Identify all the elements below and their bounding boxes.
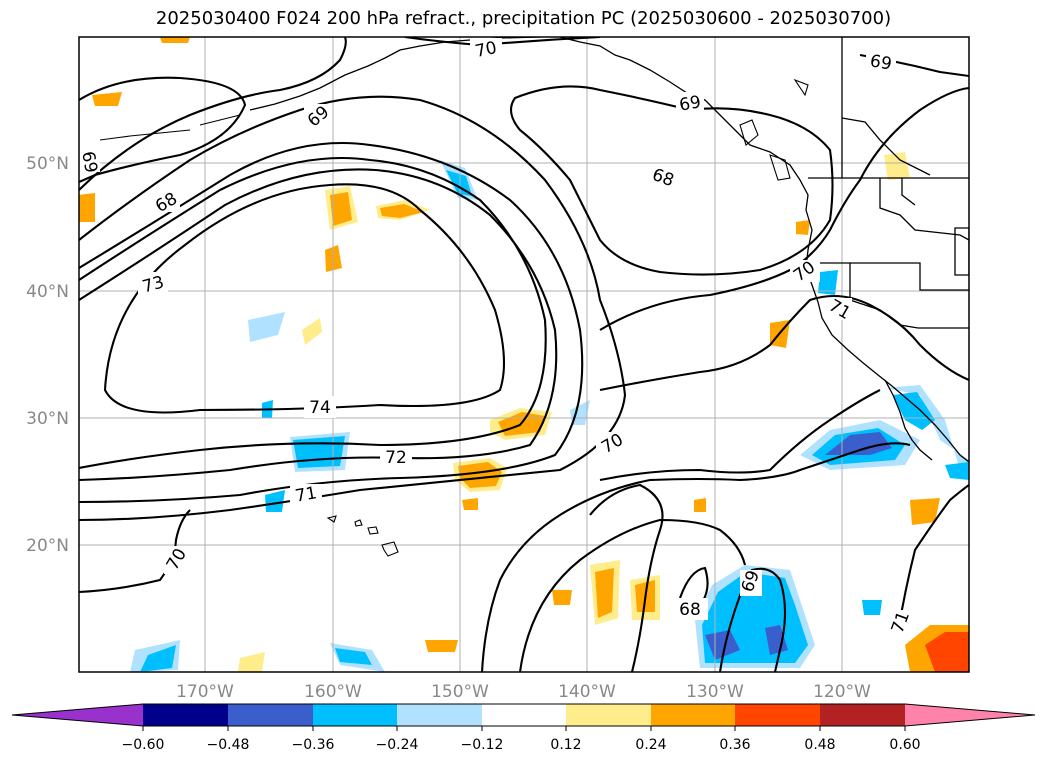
colorbar-tick-label: 0.48	[804, 737, 835, 753]
map-frame	[78, 36, 970, 673]
islands	[99, 78, 809, 557]
svg-text:69: 69	[678, 92, 703, 115]
lon-label: 120°W	[813, 682, 871, 702]
svg-text:71: 71	[294, 483, 319, 506]
map-title: 2025030400 F024 200 hPa refract., precip…	[155, 8, 892, 29]
colorbar-tick-label: −0.48	[207, 737, 250, 753]
svg-text:68: 68	[679, 600, 701, 620]
map-area	[79, 37, 969, 672]
contour-labels: 70 69 69 68 68 73 74 72 71 70 69 68 70	[77, 38, 914, 638]
lon-label: 150°W	[431, 682, 489, 702]
colorbar-segment	[651, 704, 735, 726]
lat-label: 40°N	[26, 282, 69, 302]
colorbar: −0.60 −0.48 −0.36 −0.24 −0.12 0.12 0.24 …	[11, 703, 1036, 753]
colorbar-tick-label: 0.12	[550, 737, 581, 753]
svg-text:70: 70	[473, 38, 498, 62]
colorbar-tick-label: −0.36	[292, 737, 335, 753]
colorbar-tick-label: 0.36	[719, 737, 750, 753]
lon-label: 160°W	[304, 682, 362, 702]
colorbar-segment	[397, 704, 482, 726]
colorbar-tick-label: −0.60	[122, 737, 165, 753]
colorbar-segment	[313, 704, 397, 726]
colorbar-tick-label: −0.12	[461, 737, 504, 753]
colorbar-extend-low	[12, 704, 143, 726]
colorbar-segment	[482, 704, 566, 726]
colorbar-tick-label: 0.60	[889, 737, 920, 753]
lat-label: 50°N	[26, 154, 69, 174]
colorbar-segment	[566, 704, 651, 726]
colorbar-tick-label: −0.24	[376, 737, 419, 753]
svg-text:72: 72	[385, 448, 407, 468]
colorbar-extend-high	[905, 704, 1035, 726]
lon-label: 140°W	[558, 682, 616, 702]
colorbar-segment	[228, 704, 313, 726]
refractivity-contours	[79, 37, 969, 672]
colorbar-segment	[820, 704, 905, 726]
svg-text:74: 74	[309, 398, 331, 418]
colorbar-segment	[735, 704, 820, 726]
longitude-labels: 170°W 160°W 150°W 140°W 130°W 120°W	[176, 682, 871, 702]
lat-label: 20°N	[26, 536, 69, 556]
colorbar-tick-label: 0.24	[635, 737, 666, 753]
lat-label: 30°N	[26, 409, 69, 429]
svg-text:69: 69	[868, 51, 893, 74]
latitude-labels: 50°N 40°N 30°N 20°N	[26, 154, 69, 556]
lon-label: 170°W	[176, 682, 234, 702]
lon-label: 130°W	[686, 682, 744, 702]
colorbar-segment	[143, 704, 228, 726]
svg-text:69: 69	[77, 150, 100, 175]
